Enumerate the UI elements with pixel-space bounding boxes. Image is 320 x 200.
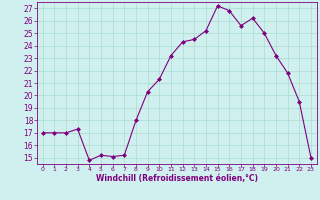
X-axis label: Windchill (Refroidissement éolien,°C): Windchill (Refroidissement éolien,°C) <box>96 174 258 183</box>
